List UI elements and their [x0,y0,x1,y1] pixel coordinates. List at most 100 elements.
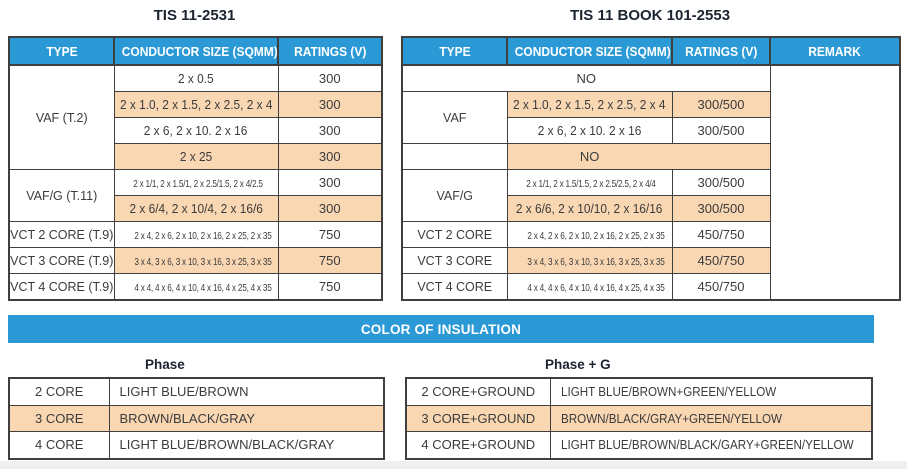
rating-cell: 300/500 [671,195,771,222]
header-cell: CONDUCTOR SIZE (SQMM) [506,36,673,66]
type-cell [401,143,508,170]
header-cell: TYPE [401,36,508,66]
type-cell: VCT 4 CORE (T.9) [8,273,115,301]
rating-cell: 750 [277,247,383,274]
conductor-size-cell: 2 x 0.5 [113,64,279,92]
insulation-colors-cell: LIGHT BLUE/BROWN+GREEN/YELLOW [549,377,873,406]
header-cell: CONDUCTOR SIZE (SQMM) [113,36,279,66]
no-availability-cell: NO [401,64,771,92]
bottom-strip [0,461,907,469]
conductor-size-value: 2 x 6/6, 2 x 10/10, 2 x 16/16 [516,202,663,216]
rating-cell: 450/750 [671,273,771,301]
no-availability-cell: NO [506,143,771,170]
header-cell-label: REMARK [808,43,862,59]
header-cell: REMARK [769,36,901,66]
core-count-cell: 4 CORE [8,431,110,459]
rating-cell: 300/500 [671,117,771,144]
phase-table-title: Phase [145,357,185,372]
insulation-colors-cell: LIGHT BLUE/BROWN/BLACK/GRAY [108,431,385,459]
table-row: NO [401,143,900,170]
conductor-size-cell: 2 x 6, 2 x 10. 2 x 16 [113,117,279,144]
rating-cell: 300 [277,169,383,196]
conductor-size-cell: 3 x 4, 3 x 6, 3 x 10, 3 x 16, 3 x 25, 3 … [113,247,279,274]
conductor-size-cell: 4 x 4, 4 x 6, 4 x 10, 4 x 16, 4 x 25, 4 … [506,273,673,301]
remark-cell [769,64,901,301]
conductor-size-value: 3 x 4, 3 x 6, 3 x 10, 3 x 16, 3 x 25, 3 … [133,256,272,268]
tis-11-2531-table: TYPE CONDUCTOR SIZE (SQMM) RATINGS (V) VAF … [8,36,383,301]
header-cell: RATINGS (V) [671,36,771,66]
conductor-size-cell: 2 x 4, 2 x 6, 2 x 10, 2 x 16, 2 x 25, 2 … [506,221,673,248]
header-cell-label: RATINGS (V) [684,43,758,59]
table-row: VCT 4 CORE (T.9) 4 x 4, 4 x 6, 4 x 10, 4 … [8,273,383,301]
rating-cell: 450/750 [671,247,771,274]
header-cell-label: RATINGS (V) [293,43,367,59]
type-cell: VCT 3 CORE (T.9) [8,247,115,274]
header-cell-label: CONDUCTOR SIZE (SQMM) [514,43,671,59]
conductor-size-value: 2 x 1/1, 2 x 1.5/1, 2 x 2.5/1.5, 2 x 4/2… [132,178,263,190]
type-cell: VCT 4 CORE [401,273,508,301]
insulation-colors-value: LIGHT BLUE/BROWN/BLACK/GARY+GREEN/YELLOW [560,438,854,453]
conductor-size-cell: 2 x 1.0, 2 x 1.5, 2 x 2.5, 2 x 4 [113,91,279,118]
table-title-tis-11-book-101-2553: TIS 11 BOOK 101-2553 [569,7,731,24]
type-cell: VAF/G (T.11) [8,169,115,222]
core-count-cell: 3 CORE [8,404,110,432]
type-cell: VAF/G [401,169,508,222]
table-row: 2 x 6/4, 2 x 10/4, 2 x 16/6 300 [9,195,383,222]
insulation-colors-cell: BROWN/BLACK/GRAY [108,404,385,432]
conductor-size-cell: 4 x 4, 4 x 6, 4 x 10, 4 x 16, 4 x 25, 4 … [113,273,279,301]
conductor-size-cell: 2 x 1/1, 2 x 1.5/1, 2 x 2.5/1.5, 2 x 4/2… [113,169,279,196]
table-row: 4 CORE LIGHT BLUE/BROWN/BLACK/GRAY [8,431,385,459]
header-cell: RATINGS (V) [277,36,383,66]
header-row: TYPE CONDUCTOR SIZE (SQMM) RATINGS (V) REMA… [401,36,901,66]
conductor-size-value: 4 x 4, 4 x 6, 4 x 10, 4 x 16, 4 x 25, 4 … [526,282,665,294]
rating-cell: 750 [277,221,383,248]
core-count-cell: 4 CORE+GROUND [405,431,551,459]
header-cell-label: TYPE [438,43,471,59]
core-count-cell: 3 CORE+GROUND [405,404,551,432]
rating-cell: 450/750 [671,221,771,248]
table-row: 2 x 6, 2 x 10. 2 x 16 300 [9,117,383,144]
core-count-cell: 2 CORE+GROUND [405,377,551,406]
type-cell: VCT 2 CORE [401,221,508,248]
insulation-colors-value: LIGHT BLUE/BROWN [119,384,249,400]
conductor-size-cell: 2 x 6/4, 2 x 10/4, 2 x 16/6 [113,195,279,222]
core-count-cell: 2 CORE [8,377,110,406]
conductor-size-cell: 3 x 4, 3 x 6, 3 x 10, 3 x 16, 3 x 25, 3 … [506,247,673,274]
table-row: VAF (T.2) 2 x 0.5 300 [8,64,383,170]
conductor-size-cell: 2 x 4, 2 x 6, 2 x 10, 2 x 16, 2 x 25, 2 … [113,221,279,248]
header-cell-label: CONDUCTOR SIZE (SQMM) [121,43,278,59]
color-of-insulation-banner: COLOR OF INSULATION [8,315,874,343]
insulation-colors-value: BROWN/BLACK/GRAY+GREEN/YELLOW [560,411,782,426]
header-cell-label: TYPE [45,43,78,59]
header-cell: TYPE [8,36,115,66]
conductor-size-value: 2 x 1.0, 2 x 1.5, 2 x 2.5, 2 x 4 [513,98,666,112]
table-row: 3 CORE BROWN/BLACK/GRAY [8,404,385,432]
insulation-colors-cell: BROWN/BLACK/GRAY+GREEN/YELLOW [549,404,873,432]
table-row: 2 CORE+GROUND LIGHT BLUE/BROWN+GREEN/YELL… [405,377,873,406]
table-row: 2 CORE LIGHT BLUE/BROWN [8,377,385,406]
rating-cell: 300 [277,91,383,118]
table-row: VAF/G 2 x 1/1, 2 x 1.5/1.5, 2 x 2.5/2.5, … [401,169,900,222]
conductor-size-value: 2 x 6, 2 x 10. 2 x 16 [537,124,642,138]
table-row: VAF/G (T.11) 2 x 1/1, 2 x 1.5/1, 2 x 2.5/… [8,169,383,222]
table-row: 2 x 25 300 [9,143,383,170]
insulation-colors-value: LIGHT BLUE/BROWN/BLACK/GRAY [119,437,335,453]
conductor-size-cell: 2 x 6, 2 x 10. 2 x 16 [506,117,673,144]
rating-cell: 300 [277,117,383,144]
type-cell: VCT 2 CORE (T.9) [8,221,115,248]
type-cell: VAF [401,91,508,144]
conductor-size-value: 2 x 1.0, 2 x 1.5, 2 x 2.5, 2 x 4 [119,98,273,112]
table-row: 2 x 6/6, 2 x 10/10, 2 x 16/16 300/500 [402,195,900,222]
rating-cell: 300/500 [671,91,771,118]
table-row: VCT 3 CORE (T.9) 3 x 4, 3 x 6, 3 x 10, 3 … [8,247,383,274]
insulation-colors-value: LIGHT BLUE/BROWN+GREEN/YELLOW [560,385,776,400]
no-availability-label: NO [579,149,600,164]
phase-color-table: 2 CORE LIGHT BLUE/BROWN 3 CORE BROWN/BLACK/… [8,377,385,460]
table-row: NO [401,64,901,301]
conductor-size-cell: 2 x 1/1, 2 x 1.5/1.5, 2 x 2.5/2.5, 2 x 4… [506,169,673,196]
table-row: 2 x 1.0, 2 x 1.5, 2 x 2.5, 2 x 4 300 [9,91,383,118]
phase-g-color-table: 2 CORE+GROUND LIGHT BLUE/BROWN+GREEN/YELL… [405,377,873,460]
phase-g-table-title: Phase + G [545,357,611,372]
rating-cell: 300 [277,143,383,170]
